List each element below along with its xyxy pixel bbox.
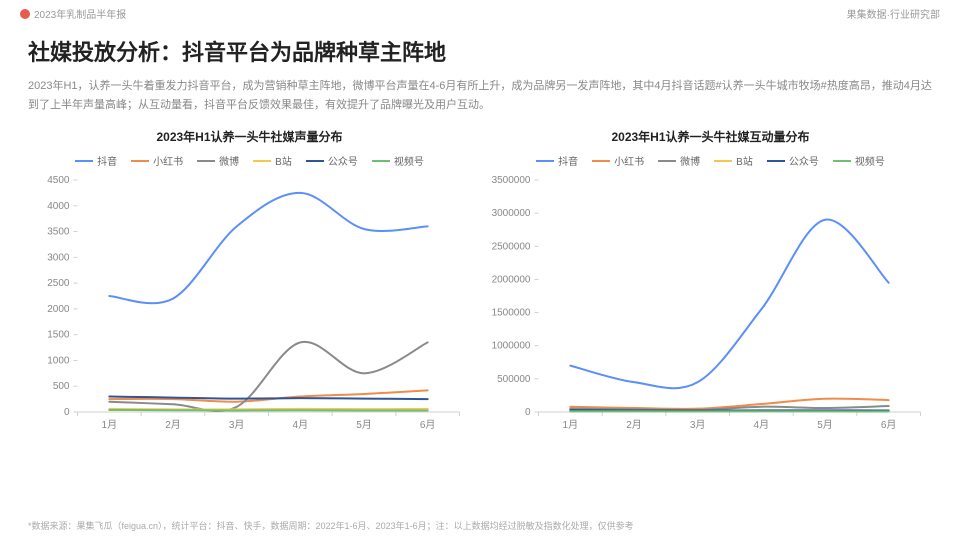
- charts-row: 2023年H1认养一头牛社媒声量分布 抖音 小红书 微博 B站 公众号 视频号 0 500 1…: [0, 122, 960, 434]
- svg-text:4月: 4月: [754, 419, 770, 431]
- legend-item: B站: [714, 153, 753, 168]
- svg-text:4000: 4000: [47, 201, 70, 212]
- svg-text:5月: 5月: [356, 419, 372, 431]
- svg-text:6月: 6月: [881, 419, 897, 431]
- svg-text:2000: 2000: [47, 304, 70, 315]
- logo-icon: [20, 9, 30, 19]
- svg-text:2500000: 2500000: [492, 242, 531, 253]
- chart-left-title: 2023年H1认养一头牛社媒声量分布: [28, 128, 471, 145]
- legend-label: 公众号: [328, 153, 358, 168]
- legend-label: B站: [736, 153, 753, 168]
- svg-text:4月: 4月: [293, 419, 309, 431]
- legend-item: B站: [253, 153, 292, 168]
- legend-swatch: [767, 160, 785, 162]
- legend-label: B站: [275, 153, 292, 168]
- legend-item: 抖音: [75, 153, 117, 168]
- legend-label: 视频号: [394, 153, 424, 168]
- svg-text:500000: 500000: [497, 374, 531, 385]
- chart-left-plot: 0 500 1000 1500 2000 2500 3000 3500 4000 4500 1月 2月…: [28, 174, 471, 434]
- legend-swatch: [131, 160, 149, 162]
- chart-left-legend: 抖音 小红书 微博 B站 公众号 视频号: [28, 153, 471, 168]
- legend-item: 微博: [658, 153, 700, 168]
- department-label: 果集数据·行业研究部: [847, 6, 940, 21]
- legend-swatch: [306, 160, 324, 162]
- svg-text:3月: 3月: [690, 419, 706, 431]
- chart-right-legend: 抖音 小红书 微博 B站 公众号 视频号: [489, 153, 932, 168]
- legend-label: 抖音: [97, 153, 117, 168]
- legend-label: 抖音: [558, 153, 578, 168]
- legend-swatch: [658, 160, 676, 162]
- legend-swatch: [197, 160, 215, 162]
- legend-label: 小红书: [153, 153, 183, 168]
- svg-text:2500: 2500: [47, 278, 70, 289]
- legend-swatch: [714, 160, 732, 162]
- legend-swatch: [536, 160, 554, 162]
- legend-swatch: [253, 160, 271, 162]
- footnote-text: *数据来源：果集飞瓜（feigua.cn），统计平台：抖音、快手，数据周期：20…: [28, 519, 634, 532]
- svg-text:2月: 2月: [626, 419, 642, 431]
- legend-swatch: [592, 160, 610, 162]
- svg-text:3500000: 3500000: [492, 175, 531, 186]
- svg-text:0: 0: [525, 407, 531, 418]
- svg-text:1000000: 1000000: [492, 341, 531, 352]
- legend-label: 微博: [680, 153, 700, 168]
- legend-swatch: [75, 160, 93, 162]
- svg-text:1月: 1月: [563, 419, 579, 431]
- legend-label: 公众号: [789, 153, 819, 168]
- topbar: 2023年乳制品半年报 果集数据·行业研究部: [0, 0, 960, 21]
- legend-item: 微博: [197, 153, 239, 168]
- chart-right-plot: 0 500000 1000000 1500000 2000000 2500000 30000…: [489, 174, 932, 434]
- svg-text:3000000: 3000000: [492, 209, 531, 220]
- svg-text:2月: 2月: [165, 419, 181, 431]
- legend-label: 微博: [219, 153, 239, 168]
- legend-item: 视频号: [833, 153, 885, 168]
- svg-text:5月: 5月: [817, 419, 833, 431]
- svg-text:6月: 6月: [420, 419, 436, 431]
- chart-right-title: 2023年H1认养一头牛社媒互动量分布: [489, 128, 932, 145]
- svg-text:1000: 1000: [47, 356, 70, 367]
- legend-swatch: [372, 160, 390, 162]
- svg-text:1500000: 1500000: [492, 308, 531, 319]
- legend-item: 视频号: [372, 153, 424, 168]
- legend-item: 小红书: [131, 153, 183, 168]
- description-text: 2023年H1，认养一头牛着重发力抖音平台，成为营销种草主阵地，微博平台声量在4…: [0, 77, 960, 122]
- svg-text:3月: 3月: [229, 419, 245, 431]
- chart-left: 2023年H1认养一头牛社媒声量分布 抖音 小红书 微博 B站 公众号 视频号 0 500 1…: [28, 128, 471, 434]
- svg-text:0: 0: [64, 407, 70, 418]
- svg-text:2000000: 2000000: [492, 275, 531, 286]
- svg-text:4500: 4500: [47, 175, 70, 186]
- page-title: 社媒投放分析：抖音平台为品牌种草主阵地: [0, 21, 960, 77]
- svg-text:3500: 3500: [47, 227, 70, 238]
- legend-item: 小红书: [592, 153, 644, 168]
- svg-text:1500: 1500: [47, 330, 70, 341]
- svg-text:500: 500: [53, 382, 70, 393]
- legend-item: 抖音: [536, 153, 578, 168]
- legend-swatch: [833, 160, 851, 162]
- legend-item: 公众号: [767, 153, 819, 168]
- legend-item: 公众号: [306, 153, 358, 168]
- legend-label: 视频号: [855, 153, 885, 168]
- chart-right: 2023年H1认养一头牛社媒互动量分布 抖音 小红书 微博 B站 公众号 视频号 0 500…: [489, 128, 932, 434]
- doc-title: 2023年乳制品半年报: [34, 6, 126, 21]
- legend-label: 小红书: [614, 153, 644, 168]
- svg-text:3000: 3000: [47, 253, 70, 264]
- svg-text:1月: 1月: [102, 419, 118, 431]
